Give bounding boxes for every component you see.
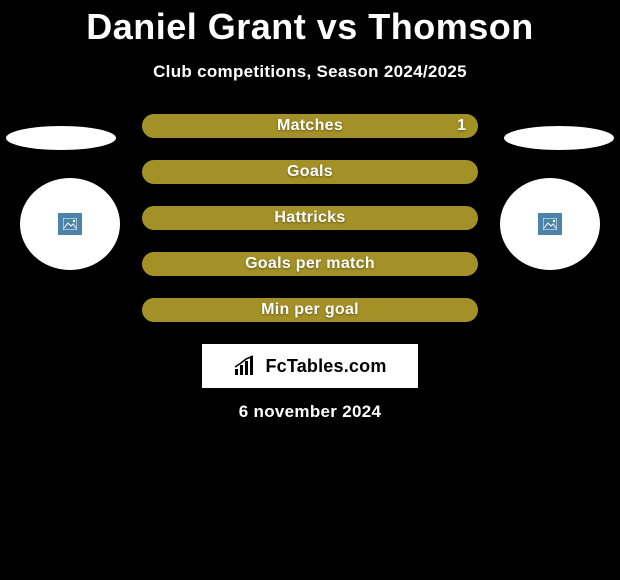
source-logo: FcTables.com (202, 344, 418, 388)
placeholder-image-icon (538, 213, 562, 235)
page-title: Daniel Grant vs Thomson (0, 0, 620, 48)
stat-bar-goals: Goals (142, 160, 478, 184)
placeholder-image-icon (58, 213, 82, 235)
player-left-avatar (20, 178, 120, 270)
comparison-infographic: Daniel Grant vs Thomson Club competition… (0, 0, 620, 580)
subtitle: Club competitions, Season 2024/2025 (0, 62, 620, 82)
stat-row: Min per goal (0, 298, 620, 322)
player-right-avatar (500, 178, 600, 270)
stat-bar-hattricks: Hattricks (142, 206, 478, 230)
stat-row: Goals (0, 160, 620, 184)
source-logo-text: FcTables.com (265, 356, 386, 377)
stat-label: Goals (142, 163, 478, 181)
bar-chart-icon (233, 355, 259, 377)
stat-bar-goals-per-match: Goals per match (142, 252, 478, 276)
snapshot-date: 6 november 2024 (0, 402, 620, 422)
left-ellipse-decor (6, 126, 116, 150)
right-ellipse-decor (504, 126, 614, 150)
stat-label: Matches (142, 117, 478, 135)
stat-label: Goals per match (142, 255, 478, 273)
stat-bar-matches: Matches 1 (142, 114, 478, 138)
stat-label: Hattricks (142, 209, 478, 227)
stat-value-right: 1 (457, 117, 466, 135)
stat-bar-min-per-goal: Min per goal (142, 298, 478, 322)
stat-label: Min per goal (142, 301, 478, 319)
